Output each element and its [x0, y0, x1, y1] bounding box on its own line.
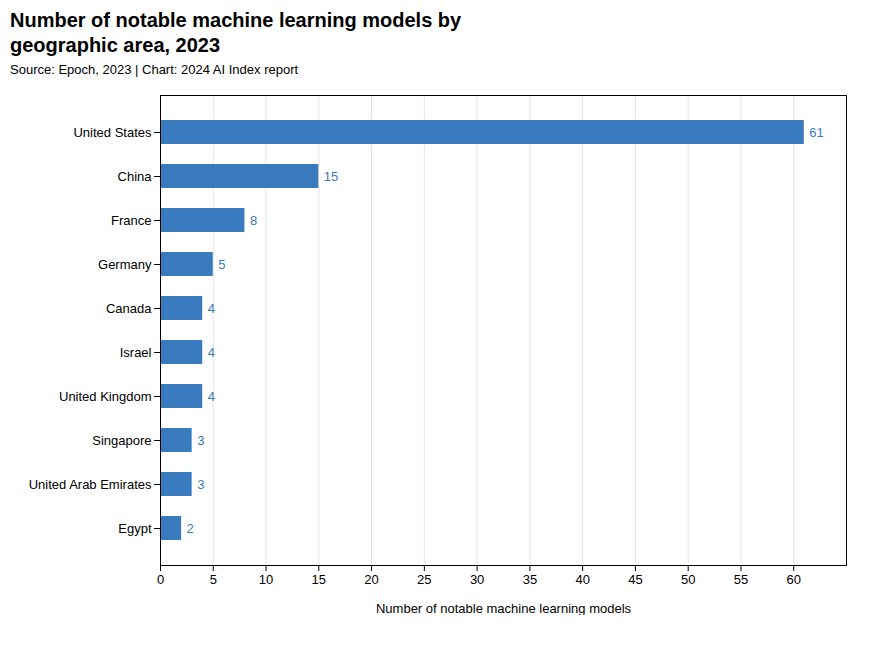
svg-text:United Arab Emirates: United Arab Emirates	[29, 477, 152, 492]
svg-text:3: 3	[197, 433, 204, 448]
svg-text:61: 61	[809, 125, 823, 140]
svg-text:Number of notable machine lear: Number of notable machine learning model…	[376, 600, 632, 615]
svg-text:0: 0	[157, 572, 164, 587]
html-text:Number of notable machine lear: Number of notable machine learning model…	[10, 9, 462, 56]
svg-text:2: 2	[187, 521, 194, 536]
svg-text:25: 25	[417, 572, 431, 587]
svg-text:60: 60	[786, 572, 800, 587]
svg-text:8: 8	[250, 213, 257, 228]
svg-text:3: 3	[197, 477, 204, 492]
svg-text:4: 4	[208, 389, 215, 404]
svg-text:15: 15	[312, 572, 326, 587]
svg-text:France: France	[111, 213, 151, 228]
svg-text:50: 50	[681, 572, 695, 587]
html-text:Source: Epoch, 2023 | Chart: 2: Source: Epoch, 2023 | Chart: 2024 AI Ind…	[10, 62, 299, 77]
svg-text:Israel: Israel	[120, 345, 152, 360]
svg-text:4: 4	[208, 345, 215, 360]
svg-text:Canada: Canada	[106, 301, 152, 316]
svg-text:10: 10	[259, 572, 273, 587]
svg-text:20: 20	[364, 572, 378, 587]
svg-text:35: 35	[523, 572, 537, 587]
svg-text:China: China	[118, 169, 153, 184]
svg-text:5: 5	[210, 572, 217, 587]
svg-text:United States: United States	[73, 125, 152, 140]
svg-text:45: 45	[628, 572, 642, 587]
svg-text:30: 30	[470, 572, 484, 587]
svg-text:40: 40	[575, 572, 589, 587]
svg-text:Singapore: Singapore	[92, 433, 151, 448]
svg-text:15: 15	[324, 169, 338, 184]
svg-text:Germany: Germany	[98, 257, 152, 272]
svg-text:4: 4	[208, 301, 215, 316]
svg-text:Egypt: Egypt	[118, 521, 152, 536]
svg-text:United Kingdom: United Kingdom	[59, 389, 152, 404]
svg-text:55: 55	[734, 572, 748, 587]
svg-text:5: 5	[218, 257, 225, 272]
